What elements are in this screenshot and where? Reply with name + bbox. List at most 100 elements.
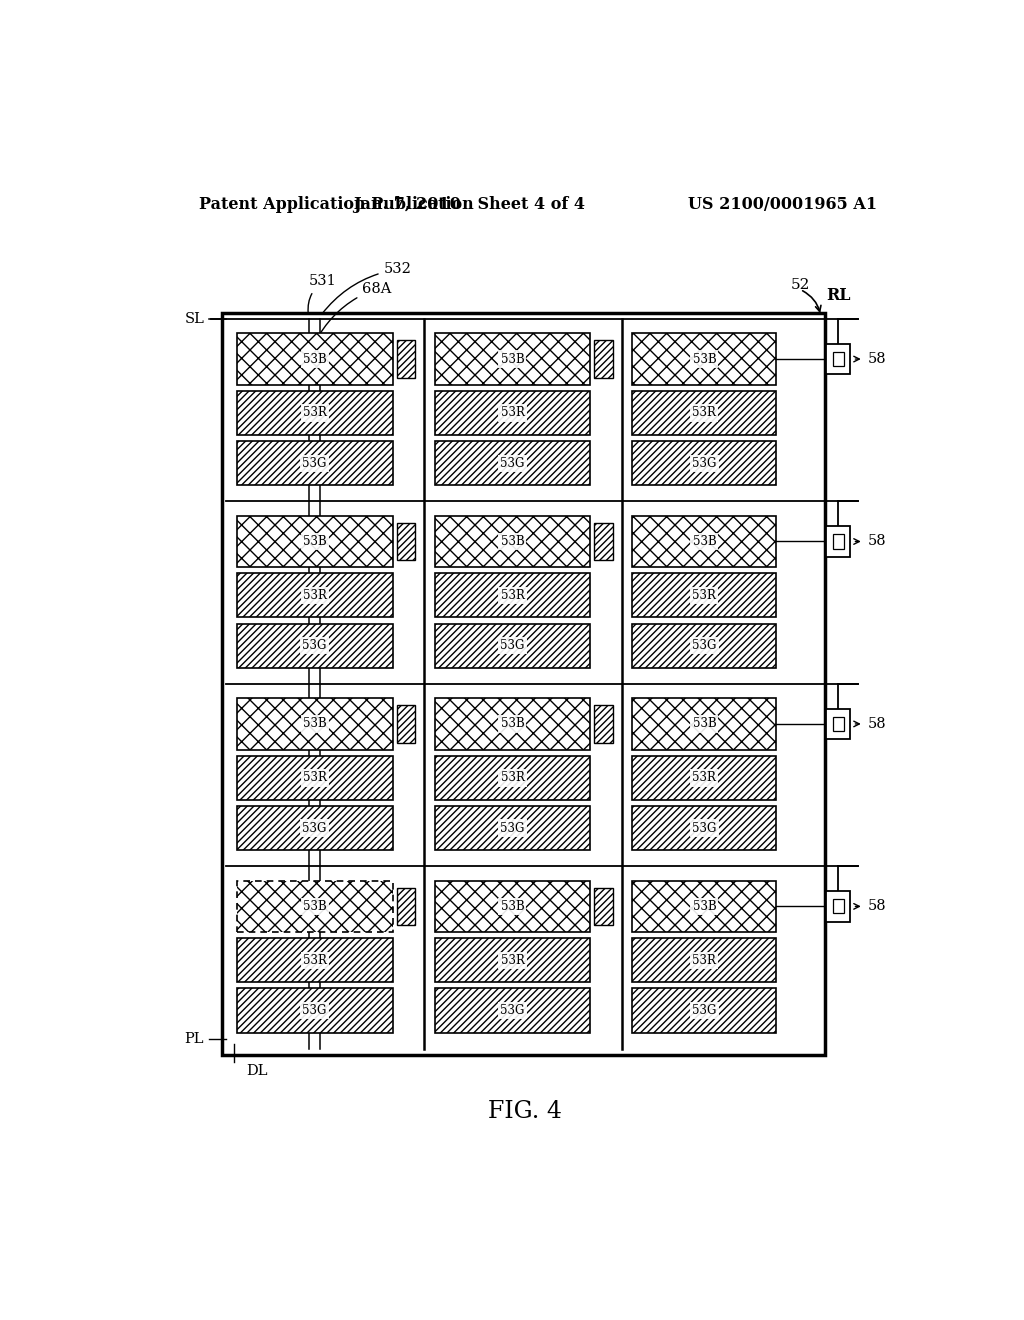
Text: 74A: 74A	[327, 883, 356, 896]
Bar	[633, 516, 776, 568]
Bar	[833, 899, 844, 913]
Text: 53B: 53B	[501, 900, 524, 913]
Bar	[221, 313, 824, 1055]
Text: PL: PL	[184, 1032, 204, 1045]
Bar	[434, 698, 591, 750]
Bar	[434, 939, 591, 982]
Bar	[594, 523, 612, 560]
Bar	[237, 807, 392, 850]
Bar	[396, 888, 415, 925]
Text: 53B: 53B	[692, 352, 717, 366]
Bar	[237, 756, 392, 800]
Bar	[633, 880, 776, 932]
Bar	[434, 516, 591, 568]
Text: 53B: 53B	[692, 718, 717, 730]
Bar	[633, 939, 776, 982]
Text: RL: RL	[826, 286, 851, 304]
Bar	[396, 341, 415, 378]
Bar	[594, 705, 612, 743]
Bar	[826, 709, 850, 739]
Bar	[826, 891, 850, 921]
Text: 53B: 53B	[501, 535, 524, 548]
Bar	[633, 441, 776, 486]
Bar	[633, 698, 776, 750]
Bar	[633, 333, 776, 385]
Bar	[396, 705, 415, 743]
Bar	[237, 333, 392, 385]
Text: 53R: 53R	[692, 954, 717, 966]
Text: 53B: 53B	[303, 900, 327, 913]
Text: 53G: 53G	[501, 639, 524, 652]
Bar	[434, 756, 591, 800]
Bar	[633, 939, 776, 982]
Text: 74A: 74A	[327, 700, 356, 714]
Text: 53R: 53R	[501, 771, 524, 784]
Text: 68A: 68A	[315, 281, 391, 342]
Bar	[633, 939, 776, 982]
Text: DL: DL	[246, 1064, 267, 1078]
Bar	[633, 989, 776, 1032]
Bar	[237, 333, 392, 385]
Text: 53G: 53G	[302, 457, 327, 470]
Bar	[633, 989, 776, 1032]
Bar	[594, 523, 612, 560]
Bar	[434, 441, 591, 486]
Bar	[633, 333, 776, 385]
Bar	[833, 535, 844, 549]
Bar	[434, 391, 591, 436]
Bar	[237, 939, 392, 982]
Bar	[237, 623, 392, 668]
Bar	[237, 939, 392, 982]
Bar	[594, 888, 612, 925]
Bar	[434, 880, 591, 932]
Text: FIG. 4: FIG. 4	[487, 1101, 562, 1123]
Text: 53R: 53R	[303, 954, 327, 966]
Bar	[594, 888, 612, 925]
Bar	[633, 756, 776, 800]
Bar	[633, 880, 776, 932]
Bar	[633, 573, 776, 618]
Text: 53R: 53R	[501, 589, 524, 602]
Bar	[434, 807, 591, 850]
Bar	[434, 807, 591, 850]
Text: 53R: 53R	[303, 407, 327, 420]
Bar	[434, 573, 591, 618]
Text: 53B: 53B	[303, 535, 327, 548]
Bar	[434, 756, 591, 800]
Bar	[594, 705, 612, 743]
Bar	[237, 698, 392, 750]
Bar	[396, 523, 415, 560]
Bar	[237, 441, 392, 486]
Bar	[237, 391, 392, 436]
Bar	[633, 880, 776, 932]
Bar	[434, 989, 591, 1032]
Text: 58: 58	[867, 899, 886, 913]
Text: 53B: 53B	[692, 535, 717, 548]
Bar	[633, 807, 776, 850]
Text: 74A: 74A	[327, 517, 356, 532]
Text: 531: 531	[308, 275, 337, 313]
Bar	[633, 698, 776, 750]
Bar	[633, 391, 776, 436]
Bar	[633, 807, 776, 850]
Bar	[434, 756, 591, 800]
Text: 53G: 53G	[501, 1005, 524, 1016]
Text: 53R: 53R	[692, 407, 717, 420]
Bar	[237, 698, 392, 750]
Bar	[434, 391, 591, 436]
Bar	[434, 623, 591, 668]
Bar	[633, 516, 776, 568]
Bar	[237, 516, 392, 568]
Bar	[237, 807, 392, 850]
Bar	[396, 705, 415, 743]
Bar	[826, 527, 850, 557]
Bar	[434, 623, 591, 668]
Text: 53B: 53B	[303, 352, 327, 366]
Bar	[396, 341, 415, 378]
Text: 53G: 53G	[302, 821, 327, 834]
Bar	[633, 623, 776, 668]
Text: 53B: 53B	[501, 352, 524, 366]
Bar	[237, 880, 392, 932]
Bar	[237, 989, 392, 1032]
Text: 53B: 53B	[692, 900, 717, 913]
